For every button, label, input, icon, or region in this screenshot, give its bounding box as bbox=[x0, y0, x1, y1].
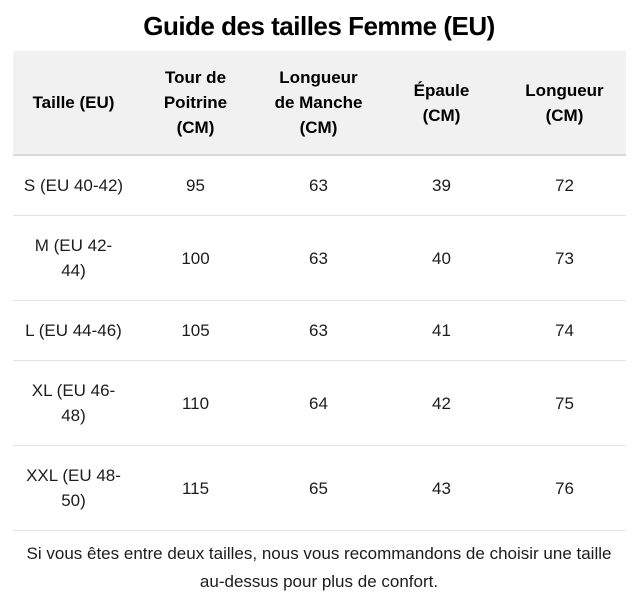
measurement-cell: 115 bbox=[134, 445, 257, 531]
measurement-cell: 76 bbox=[503, 445, 626, 531]
size-label-cell: L (EU 44-46) bbox=[13, 300, 134, 361]
measurement-cell: 40 bbox=[380, 215, 503, 301]
size-guide-table: Taille (EU) Tour de Poitrine (CM) Longue… bbox=[13, 51, 626, 531]
measurement-cell: 110 bbox=[134, 360, 257, 446]
header-row: Taille (EU) Tour de Poitrine (CM) Longue… bbox=[13, 51, 626, 156]
table-body: S (EU 40-42) 95 63 39 72 M (EU 42-44) 10… bbox=[13, 155, 626, 531]
measurement-cell: 42 bbox=[380, 360, 503, 446]
size-label-cell: XXL (EU 48-50) bbox=[13, 445, 134, 531]
page-title: Guide des tailles Femme (EU) bbox=[143, 11, 495, 41]
measurement-cell: 63 bbox=[257, 215, 380, 301]
measurement-cell: 39 bbox=[380, 155, 503, 216]
table-row-s: S (EU 40-42) 95 63 39 72 bbox=[13, 155, 626, 216]
size-label-cell: XL (EU 46-48) bbox=[13, 360, 134, 446]
measurement-cell: 75 bbox=[503, 360, 626, 446]
measurement-cell: 41 bbox=[380, 300, 503, 361]
measurement-cell: 65 bbox=[257, 445, 380, 531]
measurement-cell: 63 bbox=[257, 155, 380, 216]
table-row-xl: XL (EU 46-48) 110 64 42 75 bbox=[13, 360, 626, 446]
col-header-longueur: Longueur (CM) bbox=[503, 51, 626, 156]
table-row-l: L (EU 44-46) 105 63 41 74 bbox=[13, 300, 626, 361]
measurement-cell: 105 bbox=[134, 300, 257, 361]
measurement-cell: 72 bbox=[503, 155, 626, 216]
measurement-cell: 64 bbox=[257, 360, 380, 446]
measurement-cell: 63 bbox=[257, 300, 380, 361]
measurement-cell: 74 bbox=[503, 300, 626, 361]
measurement-cell: 43 bbox=[380, 445, 503, 531]
size-label-cell: M (EU 42-44) bbox=[13, 215, 134, 301]
size-guide-table-container: Taille (EU) Tour de Poitrine (CM) Longue… bbox=[13, 51, 626, 531]
col-header-epaule: Épaule (CM) bbox=[380, 51, 503, 156]
sizing-advice-note: Si vous êtes entre deux tailles, nous vo… bbox=[26, 544, 612, 591]
col-header-longueur-de-manche: Longueur de Manche (CM) bbox=[257, 51, 380, 156]
table-row-m: M (EU 42-44) 100 63 40 73 bbox=[13, 215, 626, 301]
table-row-xxl: XXL (EU 48-50) 115 65 43 76 bbox=[13, 445, 626, 531]
table-header: Taille (EU) Tour de Poitrine (CM) Longue… bbox=[13, 51, 626, 156]
measurement-cell: 100 bbox=[134, 215, 257, 301]
col-header-taille: Taille (EU) bbox=[13, 51, 134, 156]
size-label-cell: S (EU 40-42) bbox=[13, 155, 134, 216]
measurement-cell: 95 bbox=[134, 155, 257, 216]
col-header-tour-de-poitrine: Tour de Poitrine (CM) bbox=[134, 51, 257, 156]
measurement-cell: 73 bbox=[503, 215, 626, 301]
